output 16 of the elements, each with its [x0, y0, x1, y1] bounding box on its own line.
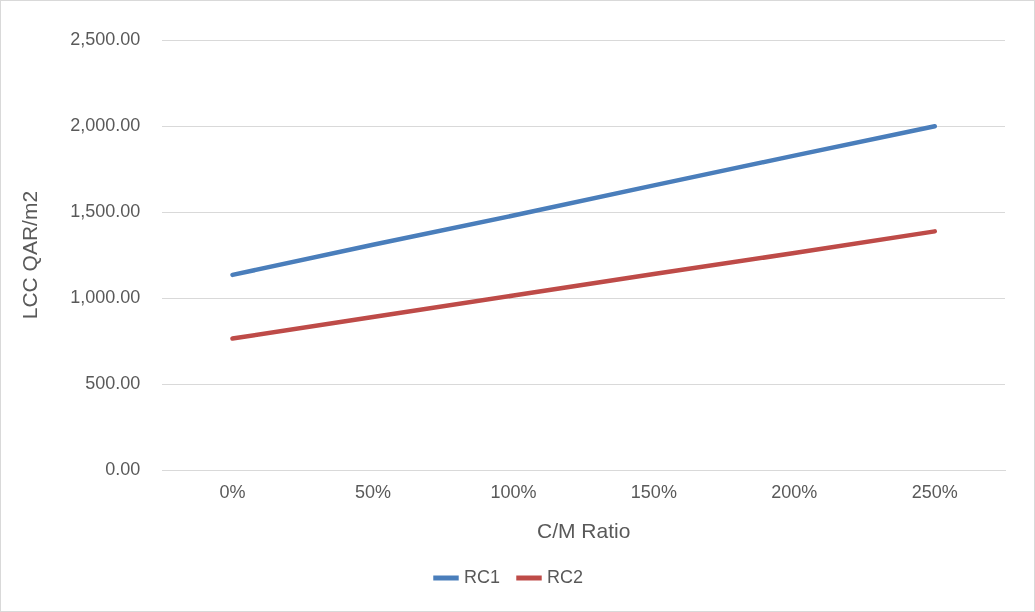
y-tick-label: 0.00 [105, 459, 141, 480]
x-tick-label: 150% [630, 481, 677, 502]
x-tick-label: 0% [219, 481, 246, 502]
x-tick-label: 250% [911, 481, 958, 502]
x-tick-label: 100% [490, 481, 537, 502]
y-tick-label: 2,500.00 [70, 28, 141, 49]
y-tick-label: 1,500.00 [70, 201, 141, 222]
x-tick-label: 50% [354, 481, 391, 502]
x-axis-title: C/M Ratio [536, 519, 631, 543]
y-tick-label: 1,000.00 [70, 287, 141, 308]
legend-label: RC1 [463, 566, 501, 587]
y-tick-label: 2,000.00 [70, 115, 141, 136]
y-tick-label: 500.00 [85, 373, 141, 394]
x-tick-label: 200% [771, 481, 818, 502]
legend-label: RC2 [547, 566, 584, 587]
y-axis-title: LCC QAR/m2 [18, 190, 42, 320]
